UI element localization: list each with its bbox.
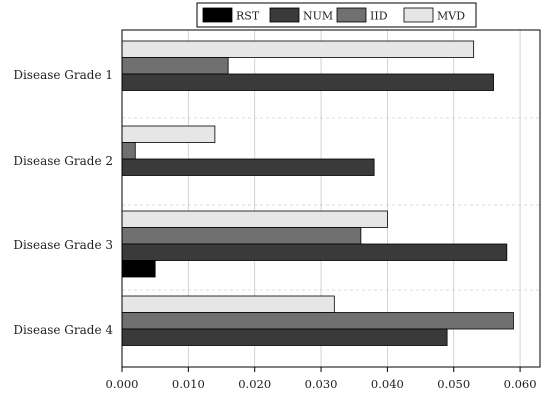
bar-mvd-3 xyxy=(121,210,388,228)
bar-iid-4 xyxy=(121,312,514,330)
bar-mvd-4 xyxy=(121,295,335,313)
x-tick-label: 0.060 xyxy=(504,377,537,391)
bar-mvd-1 xyxy=(121,40,475,58)
bar-iid-1 xyxy=(121,57,229,75)
category-label: Disease Grade 4 xyxy=(13,323,113,337)
legend: RST NUM IID MVD xyxy=(196,2,477,28)
legend-swatch-rst xyxy=(202,7,233,23)
bar-rst-3 xyxy=(121,260,156,278)
bar-num-3 xyxy=(121,243,508,261)
y-axis: Disease Grade 1 Disease Grade 2 Disease Gr… xyxy=(13,68,113,337)
bar-group xyxy=(121,40,514,346)
x-tick-label: 0.020 xyxy=(238,377,271,391)
category-label: Disease Grade 2 xyxy=(13,154,113,168)
plot-frame xyxy=(121,29,541,368)
legend-label-rst: RST xyxy=(236,10,260,23)
category-label: Disease Grade 3 xyxy=(13,238,113,252)
category-label: Disease Grade 1 xyxy=(13,68,113,82)
legend-swatch-mvd xyxy=(403,7,434,23)
bar-num-1 xyxy=(121,73,494,91)
legend-label-mvd: MVD xyxy=(437,10,465,23)
legend-label-iid: IID xyxy=(370,10,388,23)
x-tick-label: 0.010 xyxy=(172,377,205,391)
x-tick-label: 0.030 xyxy=(305,377,338,391)
bar-num-4 xyxy=(121,328,448,346)
legend-swatch-num xyxy=(269,7,300,23)
x-tick-label: 0.050 xyxy=(437,377,470,391)
legend-swatch-iid xyxy=(336,7,367,23)
legend-label-num: NUM xyxy=(303,10,333,23)
bar-iid-2 xyxy=(121,142,136,160)
x-axis: 0.000 0.010 0.020 0.030 0.040 0.050 0.060 xyxy=(106,367,537,391)
bar-num-2 xyxy=(121,158,375,176)
bar-iid-3 xyxy=(121,227,362,245)
x-tick-label: 0.040 xyxy=(371,377,404,391)
x-tick-label: 0.000 xyxy=(106,377,139,391)
bar-mvd-2 xyxy=(121,125,216,143)
